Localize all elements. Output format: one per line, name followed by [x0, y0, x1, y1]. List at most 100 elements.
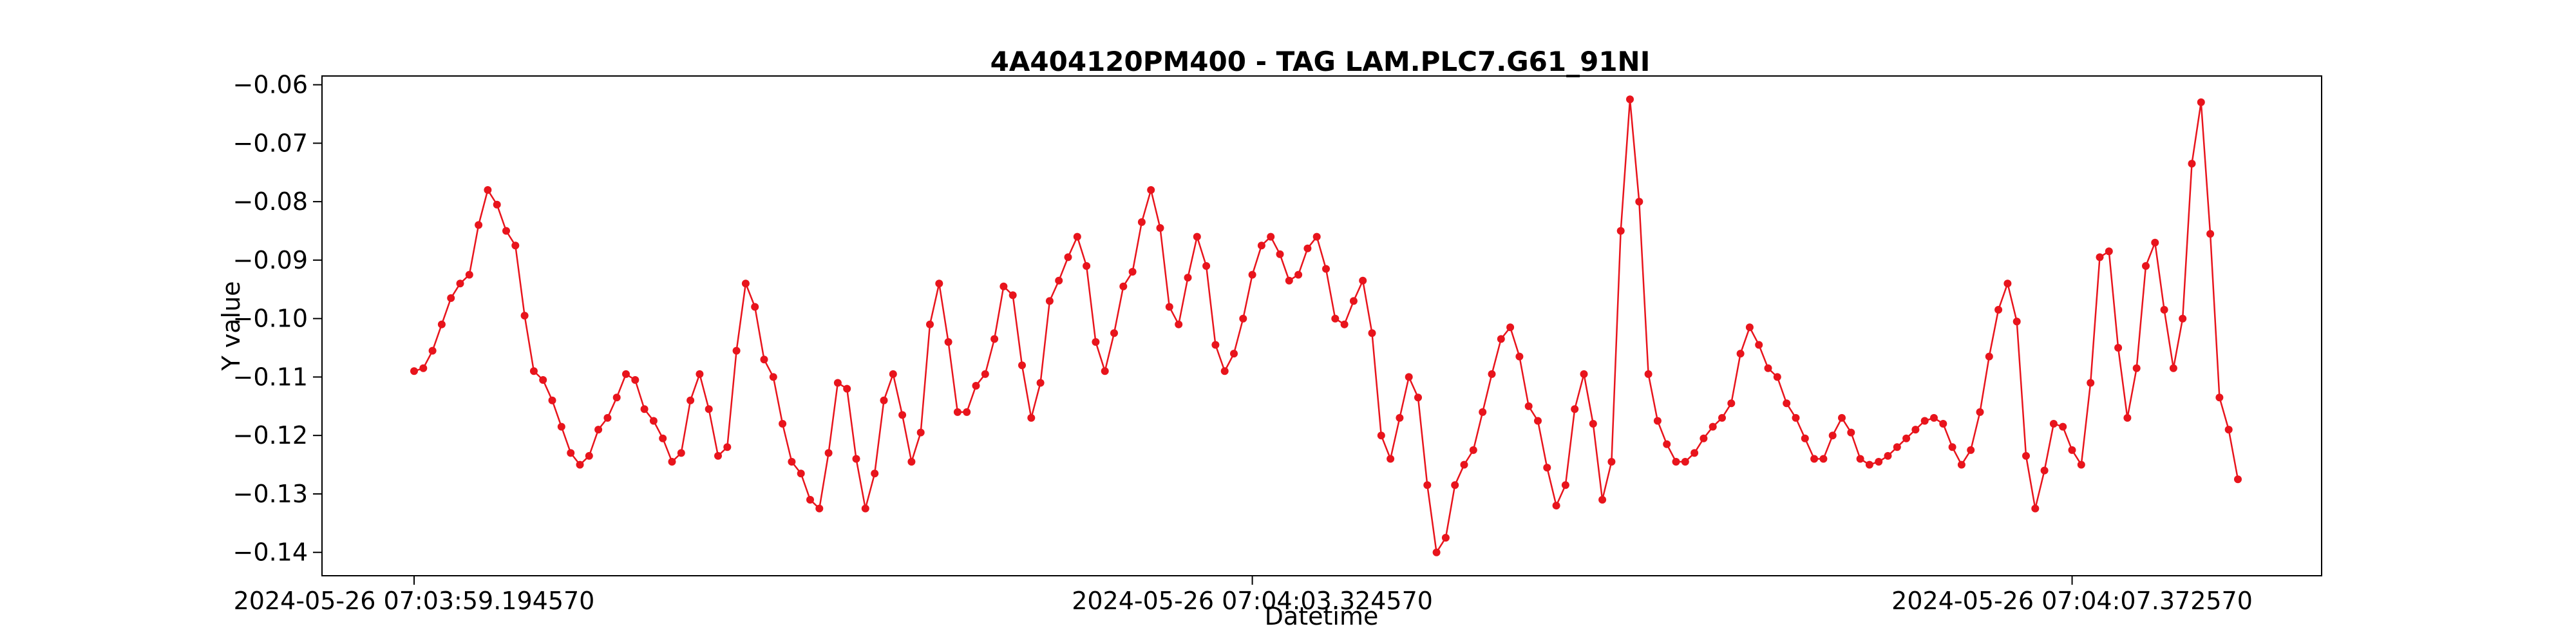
- y-tick-label: −0.13: [233, 480, 308, 508]
- data-point: [935, 279, 943, 288]
- data-point: [687, 396, 695, 404]
- data-point: [1488, 370, 1496, 378]
- data-point: [1571, 405, 1579, 413]
- data-point: [1856, 455, 1864, 463]
- data-point: [1230, 350, 1238, 358]
- data-point: [1561, 481, 1569, 489]
- data-point: [493, 200, 501, 209]
- data-point: [1543, 464, 1551, 472]
- x-axis: 2024-05-26 07:03:59.194570 2024-05-26 07:…: [234, 576, 2253, 615]
- data-point: [1175, 320, 1183, 328]
- data-point: [714, 451, 722, 460]
- data-point: [1644, 370, 1653, 378]
- data-point: [880, 396, 888, 404]
- data-point: [1303, 244, 1312, 252]
- data-point: [990, 335, 999, 343]
- data-point: [1884, 451, 1892, 460]
- data-point: [1653, 417, 1662, 425]
- data-point: [1589, 420, 1597, 428]
- data-point: [1322, 265, 1330, 273]
- data-point: [779, 420, 787, 428]
- data-point: [2179, 314, 2187, 323]
- data-point: [1101, 367, 1109, 375]
- chart-title: 4A404120PM400 - TAG LAM.PLC7.G61_91NI: [990, 46, 1651, 77]
- data-point: [2068, 446, 2076, 454]
- data-point: [437, 320, 446, 328]
- series-line: [413, 99, 2239, 555]
- data-point: [1460, 460, 1468, 469]
- data-point: [1506, 323, 1515, 332]
- data-point: [871, 469, 879, 478]
- data-point: [1727, 399, 1736, 408]
- data-point: [520, 312, 529, 320]
- data-point: [2040, 466, 2049, 475]
- data-point: [1497, 335, 1505, 343]
- data-point: [981, 370, 989, 378]
- data-point: [2022, 451, 2030, 460]
- data-point: [751, 303, 759, 311]
- data-point: [2206, 230, 2215, 238]
- data-point: [1285, 276, 1293, 285]
- data-point: [1119, 282, 1128, 290]
- data-point: [1110, 329, 1118, 337]
- data-point: [1073, 232, 1081, 241]
- data-point: [1810, 455, 1819, 463]
- data-point: [815, 504, 824, 513]
- data-point: [1276, 250, 1284, 258]
- data-point: [1626, 95, 1634, 104]
- y-tick-label: −0.11: [233, 363, 308, 391]
- data-point: [1128, 268, 1137, 276]
- data-point: [1045, 297, 1054, 305]
- data-point: [741, 279, 750, 288]
- data-point: [410, 367, 418, 375]
- data-point: [2123, 413, 2132, 422]
- data-point: [760, 355, 768, 364]
- data-point: [1423, 481, 1432, 489]
- data-point: [1681, 458, 1689, 466]
- series-points: [410, 95, 2242, 556]
- data-point: [419, 364, 428, 372]
- data-point: [649, 417, 658, 425]
- data-point: [2160, 306, 2168, 314]
- data-point: [1607, 458, 1616, 466]
- data-point: [622, 370, 630, 378]
- data-point: [2031, 504, 2040, 513]
- data-point: [1267, 232, 1275, 241]
- data-point: [1009, 291, 1017, 299]
- data-point: [1819, 455, 1828, 463]
- y-tick-label: −0.12: [233, 421, 308, 450]
- data-point: [447, 294, 455, 302]
- data-point: [2003, 279, 2012, 288]
- data-point: [1801, 434, 1809, 442]
- data-point: [723, 443, 732, 451]
- data-point: [1598, 496, 1607, 504]
- y-tick-label: −0.10: [233, 305, 308, 333]
- data-point: [484, 186, 492, 194]
- data-point: [529, 367, 538, 375]
- x-tick-label: 2024-05-26 07:03:59.194570: [234, 587, 595, 615]
- data-point: [1248, 270, 1256, 279]
- data-point: [1165, 303, 1173, 311]
- data-point: [631, 376, 639, 384]
- y-tick-label: −0.14: [233, 538, 308, 567]
- data-point: [603, 413, 612, 422]
- data-point: [806, 496, 814, 504]
- plot-frame: [321, 75, 2322, 576]
- data-point: [640, 405, 649, 413]
- data-point: [833, 379, 842, 387]
- data-point: [2197, 98, 2205, 106]
- data-point: [705, 405, 713, 413]
- data-point: [1838, 413, 1846, 422]
- data-point: [1036, 379, 1045, 387]
- data-point: [1137, 218, 1146, 226]
- data-point: [2087, 379, 2095, 387]
- data-point: [1865, 460, 1873, 469]
- data-point: [576, 460, 584, 469]
- data-point: [1414, 393, 1422, 402]
- data-point: [2169, 364, 2177, 372]
- data-point: [1396, 413, 1404, 422]
- data-point: [475, 221, 483, 229]
- data-point: [456, 279, 464, 288]
- data-point: [1930, 413, 1938, 422]
